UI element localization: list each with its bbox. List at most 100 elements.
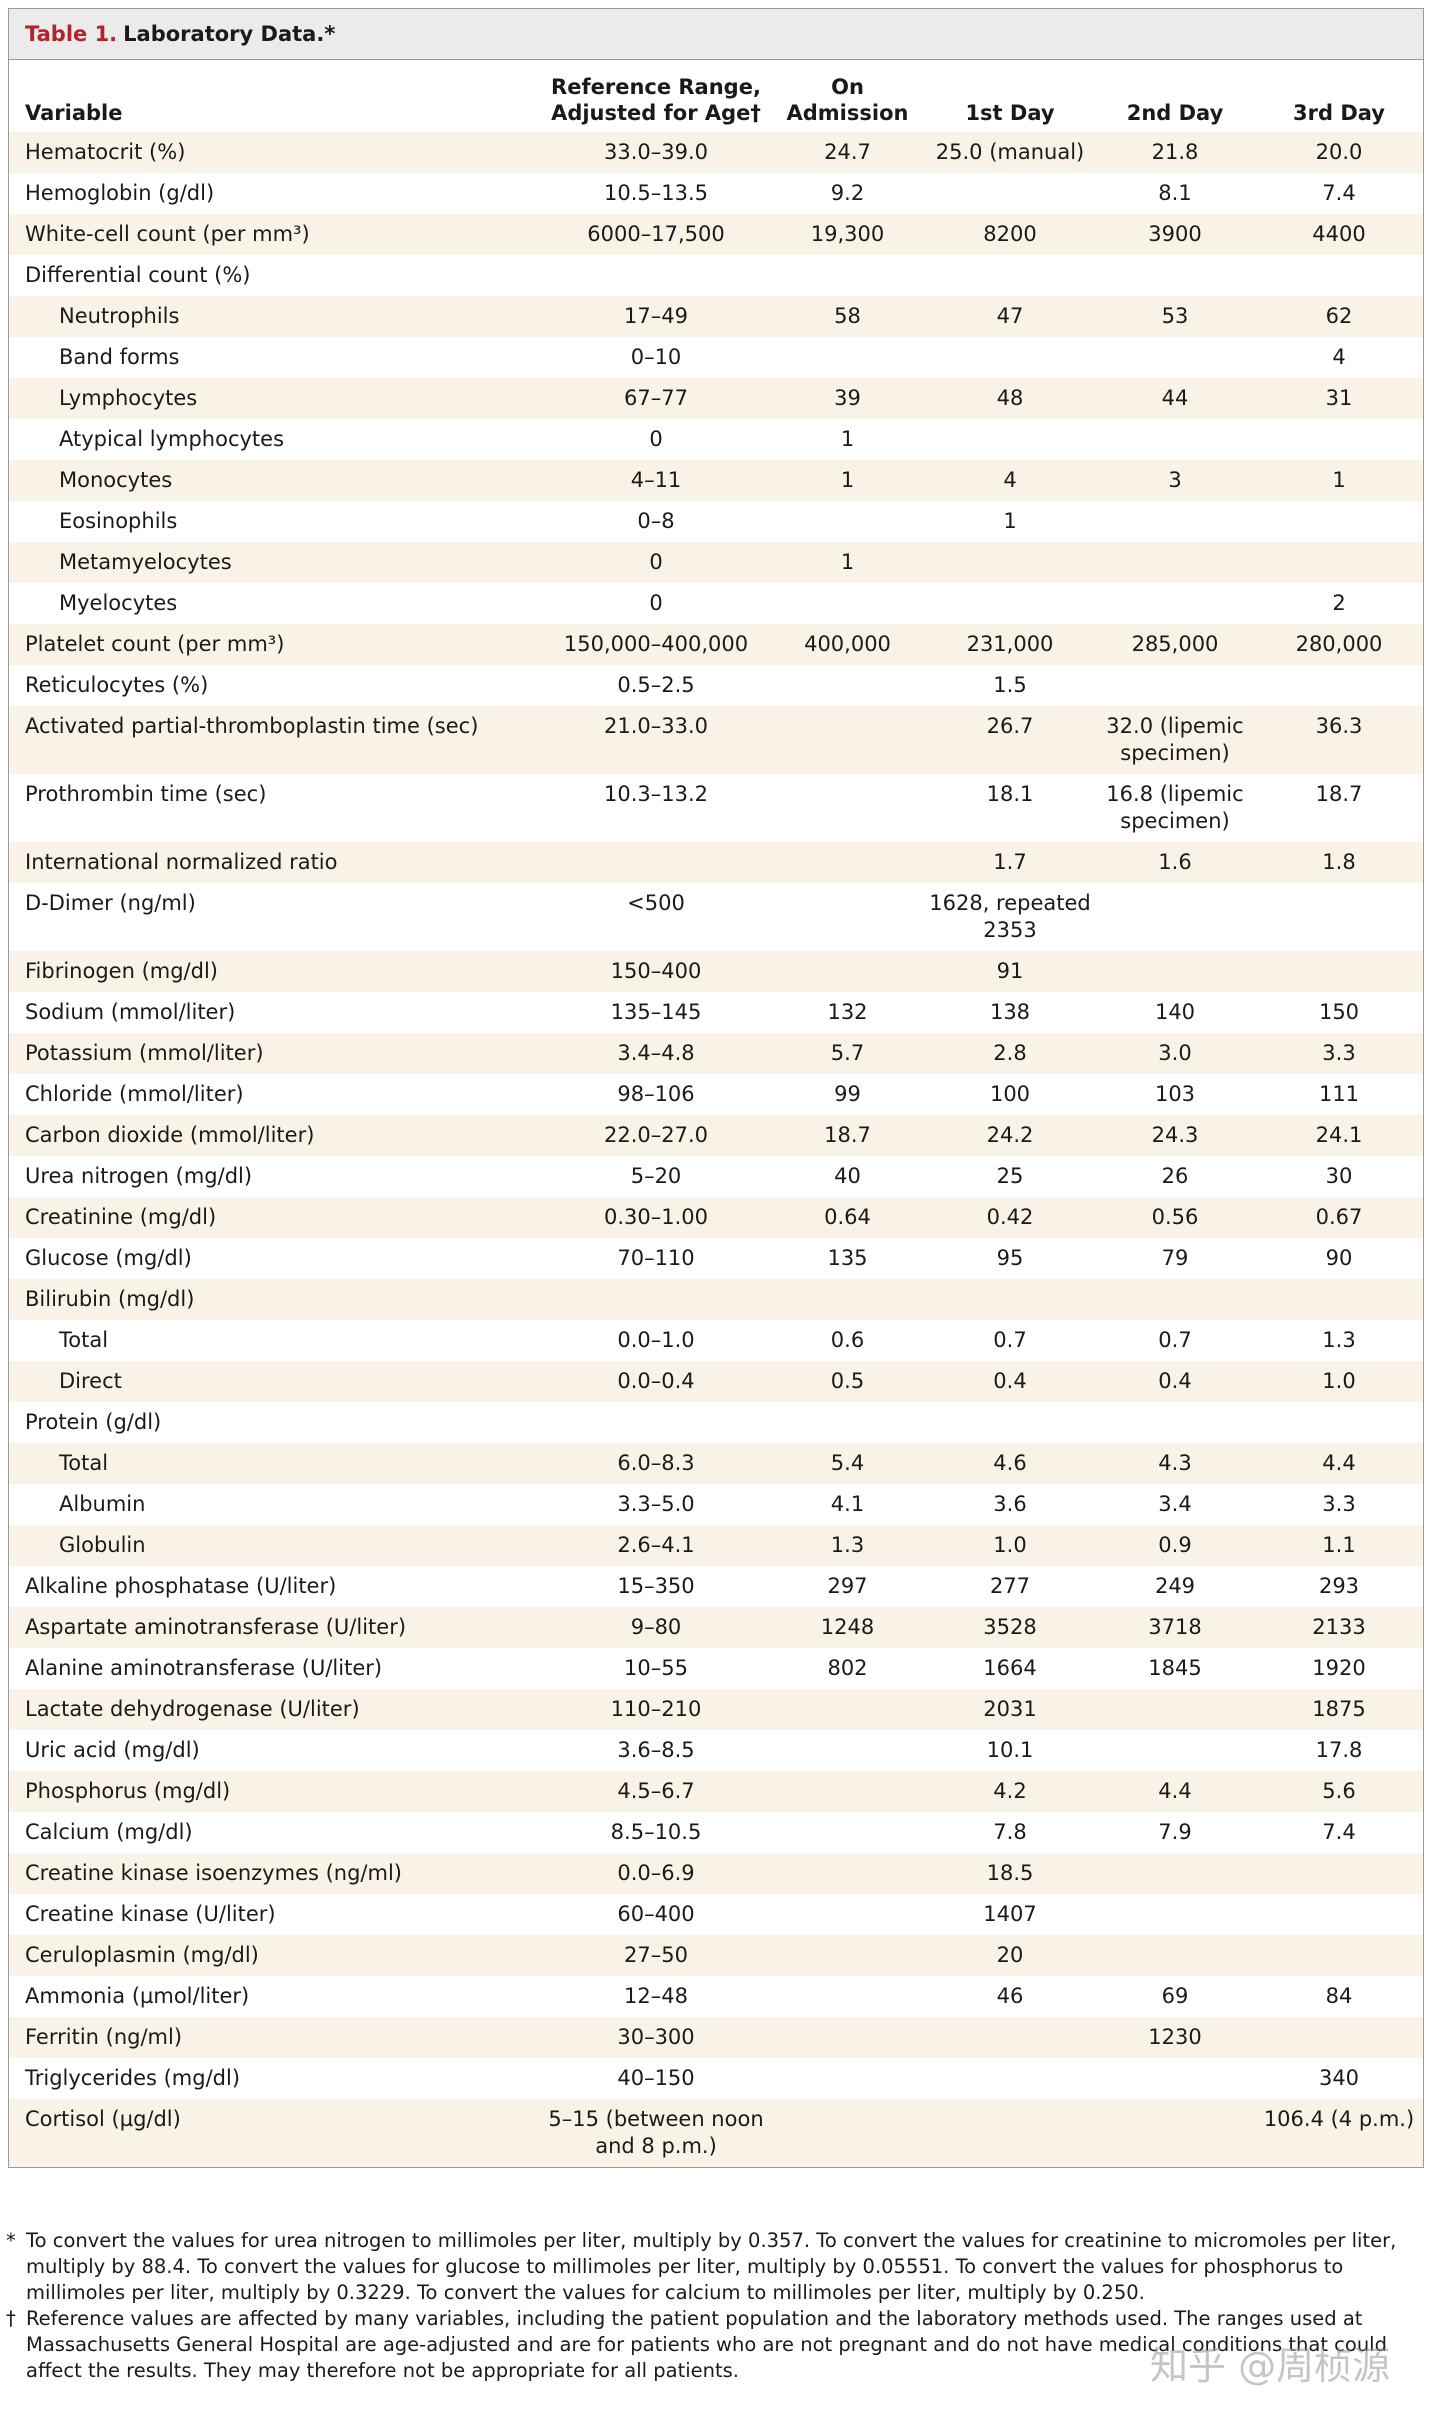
table-row: D-Dimer (ng/ml) <500 1628, repeated 2353 bbox=[9, 883, 1423, 951]
cell: 1248 bbox=[820, 1615, 875, 1639]
table-row: Triglycerides (mg/dl) 40–150 340 bbox=[9, 2058, 1423, 2099]
table-row: Total 6.0–8.3 5.4 4.6 4.3 4.4 bbox=[9, 1443, 1423, 1484]
cell: 1628, repeated 2353 bbox=[929, 891, 1091, 942]
table-row: Platelet count (per mm³) 150,000–400,000 4… bbox=[9, 624, 1423, 665]
table-row: Reticulocytes (%) 0.5–2.5 1.5 bbox=[9, 665, 1423, 706]
cell: 90 bbox=[1325, 1246, 1353, 1270]
cell: 39 bbox=[834, 386, 861, 410]
cell: 135 bbox=[827, 1246, 868, 1270]
row-label: Total bbox=[59, 1328, 109, 1352]
cell bbox=[925, 2099, 1095, 2167]
cell: 18.7 bbox=[824, 1123, 871, 1147]
cell: 3.3 bbox=[1322, 1492, 1356, 1516]
table-row: White-cell count (per mm³) 6000–17,500 19,… bbox=[9, 214, 1423, 255]
cell: 3900 bbox=[1148, 222, 1202, 246]
cell: 24.2 bbox=[986, 1123, 1034, 1147]
cell bbox=[1095, 1935, 1255, 1976]
cell: 0.0–0.4 bbox=[617, 1369, 695, 1393]
watermark: 知乎 @周桢源 bbox=[1150, 2344, 1391, 2388]
cell: 106.4 (4 p.m.) bbox=[1263, 2107, 1415, 2131]
row-label: D-Dimer (ng/ml) bbox=[25, 891, 196, 915]
cell: 32.0 (lipemic specimen) bbox=[1106, 714, 1244, 765]
cell bbox=[770, 1279, 925, 1320]
cell bbox=[1255, 1894, 1423, 1935]
group-row: Protein (g/dl) bbox=[9, 1402, 1423, 1443]
row-label: Globulin bbox=[59, 1533, 146, 1557]
table-row: Glucose (mg/dl) 70–110 135 95 79 90 bbox=[9, 1238, 1423, 1279]
cell: 30 bbox=[1325, 1164, 1353, 1188]
cell bbox=[1095, 1402, 1255, 1443]
row-label: Hemoglobin (g/dl) bbox=[25, 181, 215, 205]
cell: 3.0 bbox=[1158, 1041, 1192, 1065]
row-label: Creatine kinase (U/liter) bbox=[25, 1902, 276, 1926]
cell: 110–210 bbox=[610, 1697, 702, 1721]
cell: 7.4 bbox=[1322, 1820, 1356, 1844]
cell: 3528 bbox=[983, 1615, 1037, 1639]
table-row: Creatinine (mg/dl) 0.30–1.00 0.64 0.42 0.56 0… bbox=[9, 1197, 1423, 1238]
row-label: Aspartate aminotransferase (U/liter) bbox=[25, 1615, 407, 1639]
cell: 1.5 bbox=[993, 673, 1027, 697]
cell: 16.8 (lipemic specimen) bbox=[1106, 782, 1244, 833]
table-row: Creatine kinase (U/liter) 60–400 1407 bbox=[9, 1894, 1423, 1935]
cell: 0–8 bbox=[637, 509, 675, 533]
row-label: Atypical lymphocytes bbox=[59, 427, 285, 451]
title-bar: Table 1. Laboratory Data.* bbox=[9, 9, 1423, 60]
cell bbox=[770, 842, 925, 883]
row-label: Ferritin (ng/ml) bbox=[25, 2025, 183, 2049]
cell: 10.3–13.2 bbox=[603, 782, 708, 806]
cell: 44 bbox=[1161, 386, 1189, 410]
table-row: Alanine aminotransferase (U/liter) 10–55 8… bbox=[9, 1648, 1423, 1689]
table-row: Phosphorus (mg/dl) 4.5–6.7 4.2 4.4 5.6 bbox=[9, 1771, 1423, 1812]
cell: 0.0–6.9 bbox=[617, 1861, 695, 1885]
column-header: Reference Range, Adjusted for Age† bbox=[551, 75, 761, 125]
cell: 0.5–2.5 bbox=[617, 673, 695, 697]
row-label: Cortisol (µg/dl) bbox=[25, 2107, 181, 2131]
cell bbox=[1255, 665, 1423, 706]
cell: 5.7 bbox=[830, 1041, 865, 1065]
cell bbox=[925, 337, 1095, 378]
cell: 5.4 bbox=[830, 1451, 865, 1475]
cell bbox=[770, 665, 925, 706]
cell: 46 bbox=[996, 1984, 1024, 2008]
cell: 17–49 bbox=[624, 304, 688, 328]
column-header: Variable bbox=[25, 101, 123, 125]
column-header: 1st Day bbox=[965, 101, 1055, 125]
footnotes: * To convert the values for urea nitrogen… bbox=[6, 2228, 1421, 2384]
cell: 10–55 bbox=[624, 1656, 688, 1680]
table-row: Ferritin (ng/ml) 30–300 1230 bbox=[9, 2017, 1423, 2058]
row-label: Alanine aminotransferase (U/liter) bbox=[25, 1656, 383, 1680]
footnote: * To convert the values for urea nitrogen… bbox=[6, 2228, 1421, 2306]
footnote-mark: † bbox=[6, 2307, 16, 2330]
table-row: Creatine kinase isoenzymes (ng/ml) 0.0–6.… bbox=[9, 1853, 1423, 1894]
cell: 0.9 bbox=[1158, 1533, 1192, 1557]
cell: 1875 bbox=[1312, 1697, 1366, 1721]
cell: 0.7 bbox=[1158, 1328, 1192, 1352]
cell: 103 bbox=[1154, 1082, 1196, 1106]
table-row: Hemoglobin (g/dl) 10.5–13.5 9.2 8.1 7.4 bbox=[9, 173, 1423, 214]
cell: 1.3 bbox=[1322, 1328, 1356, 1352]
cell: 7.8 bbox=[993, 1820, 1027, 1844]
cell: 31 bbox=[1325, 386, 1353, 410]
row-label: Carbon dioxide (mmol/liter) bbox=[25, 1123, 315, 1147]
cell: 79 bbox=[1161, 1246, 1189, 1270]
cell: 3.4 bbox=[1158, 1492, 1192, 1516]
cell: 802 bbox=[827, 1656, 868, 1680]
cell bbox=[542, 1402, 770, 1443]
cell: 0 bbox=[649, 427, 663, 451]
cell: 4.5–6.7 bbox=[617, 1779, 695, 1803]
table-row: Fibrinogen (mg/dl) 150–400 91 bbox=[9, 951, 1423, 992]
table-row: Hematocrit (%) 33.0–39.0 24.7 25.0 (manual)… bbox=[9, 132, 1423, 173]
table-row: Activated partial-thromboplastin time (s… bbox=[9, 706, 1423, 774]
cell: 60–400 bbox=[617, 1902, 695, 1926]
table-row: Band forms 0–10 4 bbox=[9, 337, 1423, 378]
cell bbox=[770, 1894, 925, 1935]
cell: 1.7 bbox=[993, 850, 1027, 874]
row-label: Monocytes bbox=[59, 468, 173, 492]
cell: 2133 bbox=[1312, 1615, 1366, 1639]
row-label: Phosphorus (mg/dl) bbox=[25, 1779, 231, 1803]
cell: 18.5 bbox=[986, 1861, 1034, 1885]
cell: 24.1 bbox=[1315, 1123, 1363, 1147]
cell bbox=[1095, 1279, 1255, 1320]
cell: 26 bbox=[1161, 1164, 1189, 1188]
table-title: Laboratory Data.* bbox=[123, 22, 336, 46]
